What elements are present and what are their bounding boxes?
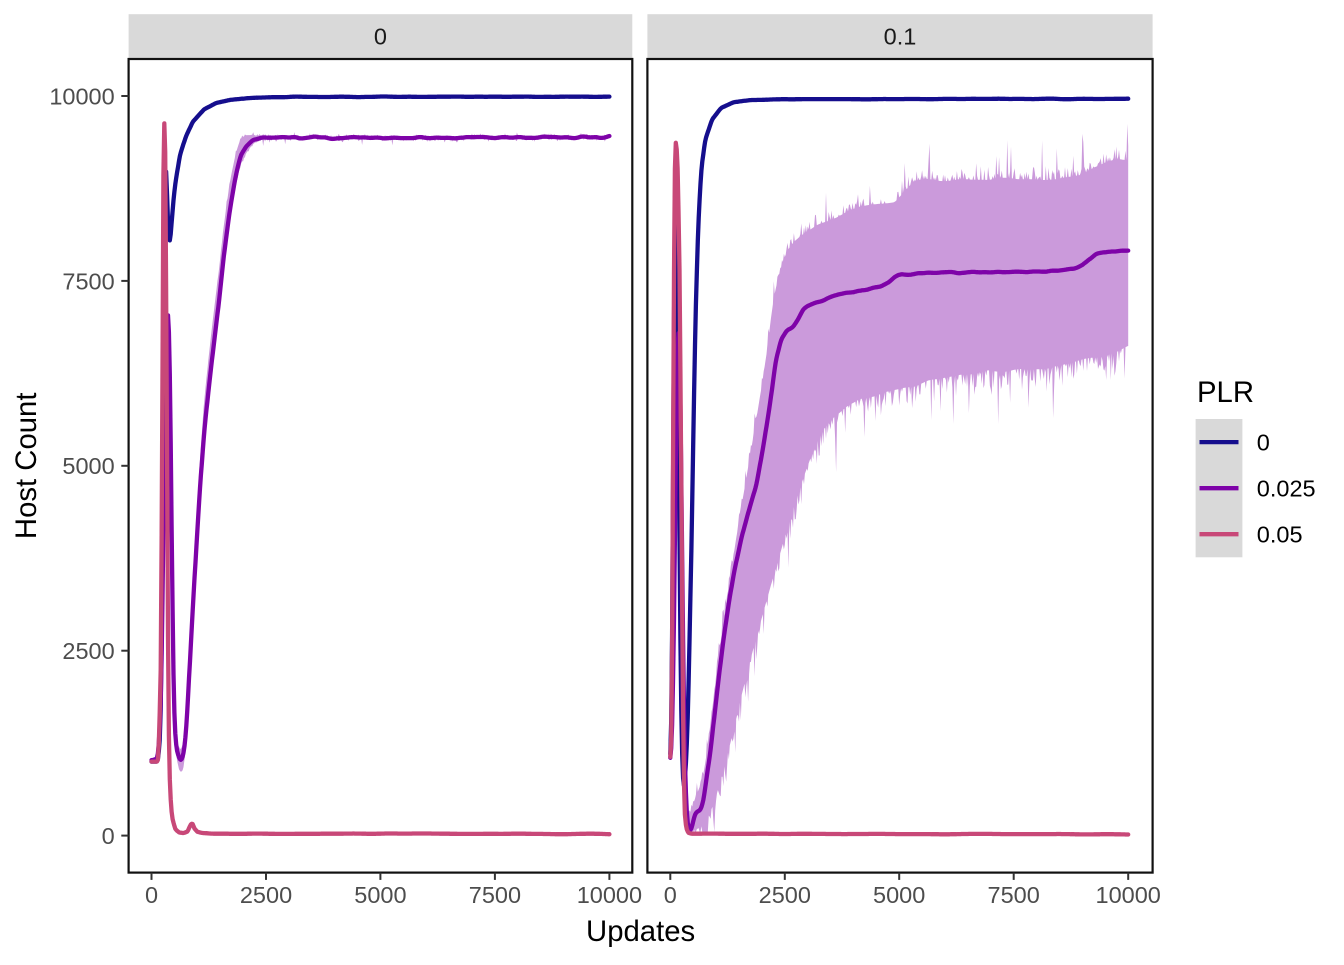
svg-text:PLR: PLR xyxy=(1197,376,1254,409)
svg-text:2500: 2500 xyxy=(62,638,114,664)
svg-text:Host Count: Host Count xyxy=(10,393,43,540)
svg-text:0: 0 xyxy=(374,24,387,50)
svg-text:7500: 7500 xyxy=(62,268,114,294)
svg-text:10000: 10000 xyxy=(1096,882,1161,908)
svg-text:0.05: 0.05 xyxy=(1257,522,1303,548)
svg-text:10000: 10000 xyxy=(577,882,642,908)
svg-text:5000: 5000 xyxy=(354,882,406,908)
svg-text:Updates: Updates xyxy=(586,915,695,948)
svg-text:5000: 5000 xyxy=(873,882,925,908)
svg-text:7500: 7500 xyxy=(469,882,521,908)
svg-text:0: 0 xyxy=(1257,429,1270,455)
svg-text:5000: 5000 xyxy=(62,453,114,479)
svg-text:0: 0 xyxy=(664,882,677,908)
svg-text:7500: 7500 xyxy=(988,882,1040,908)
svg-text:0.025: 0.025 xyxy=(1257,476,1316,502)
svg-text:0.1: 0.1 xyxy=(884,24,917,50)
svg-text:2500: 2500 xyxy=(759,882,811,908)
svg-text:0: 0 xyxy=(145,882,158,908)
svg-text:10000: 10000 xyxy=(49,83,114,109)
svg-text:2500: 2500 xyxy=(240,882,292,908)
svg-text:0: 0 xyxy=(102,823,115,849)
